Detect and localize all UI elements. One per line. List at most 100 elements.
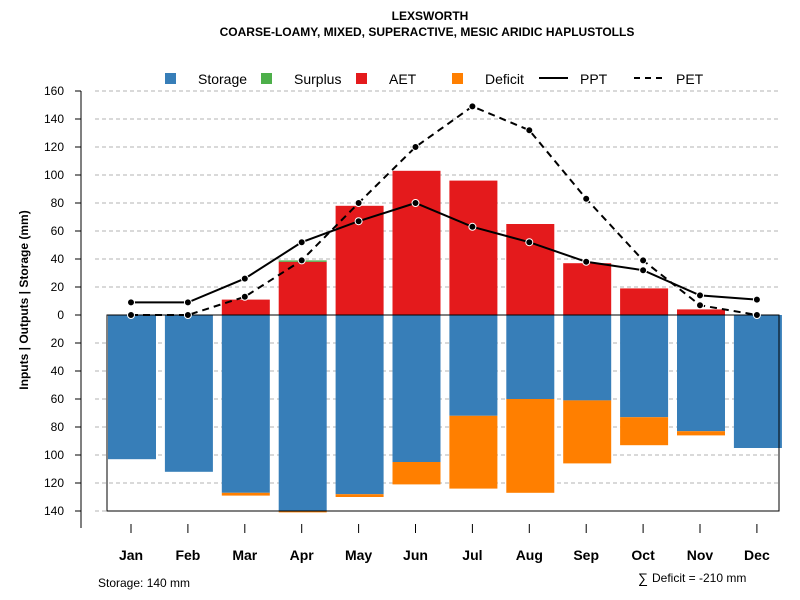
ppt-point [354, 217, 363, 226]
y-axis: 160 140 120 100 80 60 40 20 0 20 40 60 80 100 120 140 [44, 84, 82, 528]
storage-bar [108, 315, 156, 460]
storage-bar [733, 315, 782, 448]
y-tick-label: 160 [44, 84, 64, 98]
x-tick-label: Aug [516, 547, 543, 563]
y-tick-label: 140 [44, 112, 64, 126]
deficit-bar [221, 492, 270, 496]
storage-bar [449, 315, 498, 416]
aet-bar [677, 309, 725, 315]
storage-bar [335, 315, 384, 495]
storage-bar [164, 315, 213, 472]
sum-icon: ∑ [638, 570, 648, 586]
aet-bar [563, 263, 612, 315]
x-tick-label: Sep [573, 547, 599, 563]
pet-line [131, 105, 758, 316]
y-tick-label: 80 [51, 420, 65, 434]
storage-footnote: Storage: 140 mm [98, 576, 190, 590]
legend: Storage Surplus AET Deficit PPT PET [165, 71, 704, 87]
y-tick-label: 120 [44, 476, 64, 490]
deficit-footnote: Deficit = -210 mm [652, 571, 746, 585]
x-tick-label: Apr [290, 547, 315, 563]
storage-bar [620, 315, 669, 418]
storage-bar [677, 315, 725, 432]
x-axis: Jan Feb Mar Apr May Jun Jul Aug Sep Oct Nov Dec [119, 524, 770, 563]
legend-storage-label: Storage [198, 71, 247, 87]
pet-point [297, 256, 306, 265]
aet-bar [221, 299, 270, 315]
ppt-point [696, 291, 704, 300]
x-tick-label: May [345, 547, 372, 563]
ppt-point [297, 238, 306, 247]
legend-pet-label: PET [676, 71, 704, 87]
y-tick-label: 20 [51, 280, 65, 294]
pet-point [183, 311, 192, 319]
ppt-point [468, 222, 477, 231]
y-tick-label: 0 [57, 308, 64, 322]
storage-bar [221, 315, 270, 493]
aet-bar [392, 170, 441, 315]
bars [108, 170, 782, 513]
deficit-bar [335, 494, 384, 497]
pet-point [639, 256, 648, 265]
ppt-point [127, 298, 135, 307]
x-tick-label: Nov [687, 547, 714, 563]
storage-bar [506, 315, 555, 399]
pet-point [354, 199, 363, 207]
ppt-point [240, 274, 249, 283]
aet-bar [449, 180, 498, 315]
y-tick-label: 140 [44, 504, 64, 518]
ppt-point [752, 295, 761, 304]
deficit-bar [278, 511, 327, 513]
pet-point [468, 102, 477, 111]
x-tick-label: Jan [119, 547, 143, 563]
storage-bar [278, 315, 327, 511]
y-tick-label: 20 [51, 336, 65, 350]
x-tick-label: Mar [232, 547, 257, 563]
y-tick-label: 60 [51, 224, 65, 238]
legend-storage-swatch [165, 73, 176, 84]
y-tick-label: 120 [44, 140, 64, 154]
y-tick-label: 40 [51, 364, 65, 378]
deficit-bar [506, 399, 555, 493]
x-tick-label: Jul [462, 547, 482, 563]
ppt-line [131, 201, 757, 304]
lines [127, 102, 761, 319]
pet-point [696, 301, 704, 310]
x-tick-label: Feb [175, 547, 200, 563]
deficit-bar [677, 431, 725, 436]
ppt-point [411, 199, 420, 207]
y-tick-label: 40 [51, 252, 65, 266]
aet-bar [620, 288, 669, 315]
chart-title: LEXSWORTH [392, 9, 469, 23]
pet-point [240, 292, 249, 301]
y-axis-label: Inputs | Outputs | Storage (mm) [17, 210, 31, 389]
pet-point [127, 311, 135, 319]
ppt-point [639, 266, 648, 275]
ppt-point [183, 298, 192, 307]
pet-point [525, 126, 534, 135]
storage-bar [563, 315, 612, 401]
storage-bar [392, 315, 441, 462]
legend-deficit-swatch [452, 73, 463, 84]
ppt-point [582, 257, 591, 266]
y-tick-label: 100 [44, 168, 64, 182]
legend-deficit-label: Deficit [485, 71, 524, 87]
pet-point [582, 194, 591, 203]
x-tick-label: Dec [744, 547, 770, 563]
y-tick-label: 100 [44, 448, 64, 462]
chart-subtitle: COARSE-LOAMY, MIXED, SUPERACTIVE, MESIC … [220, 25, 635, 39]
legend-surplus-label: Surplus [294, 71, 341, 87]
y-tick-label: 60 [51, 392, 65, 406]
legend-aet-label: AET [389, 71, 417, 87]
deficit-bar [563, 400, 612, 464]
x-tick-label: Oct [631, 547, 655, 563]
legend-aet-swatch [356, 73, 367, 84]
legend-ppt-label: PPT [580, 71, 608, 87]
aet-bar [278, 261, 327, 315]
deficit-bar [449, 415, 498, 489]
pet-point [752, 311, 761, 319]
ppt-point [525, 238, 534, 247]
y-tick-label: 80 [51, 196, 65, 210]
deficit-bar [620, 417, 669, 446]
